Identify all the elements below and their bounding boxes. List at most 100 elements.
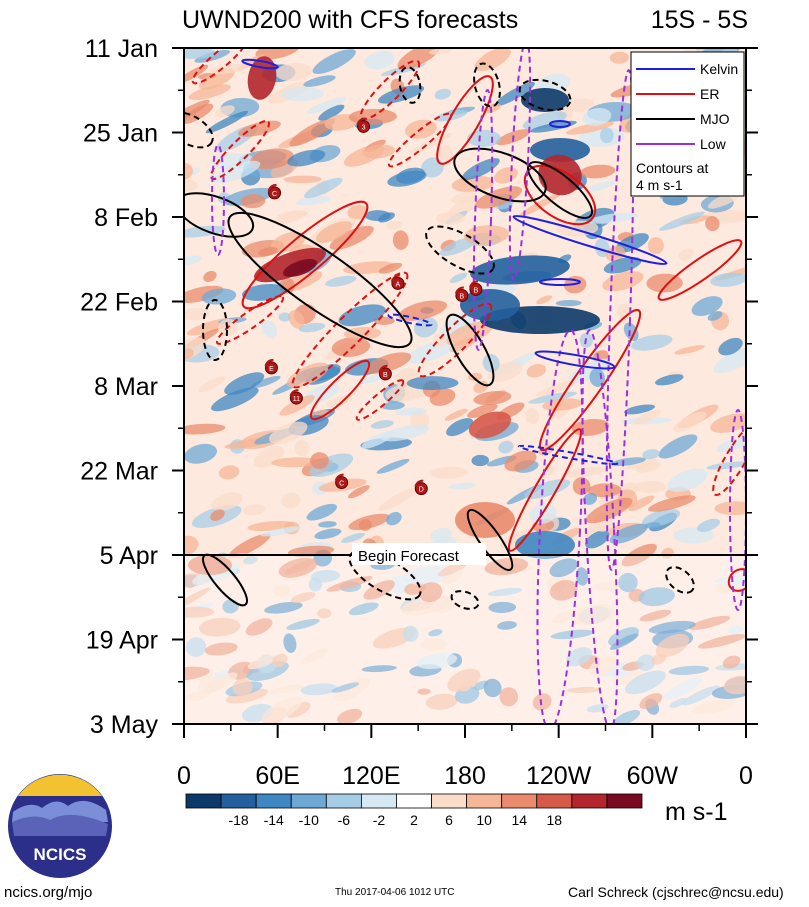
legend-label-er: ER	[700, 86, 719, 102]
anomaly-blob	[572, 477, 591, 496]
anomaly-blob	[444, 408, 468, 421]
anomaly-blob	[381, 401, 405, 410]
x-tick-label: 120W	[526, 762, 592, 790]
anomaly-blob	[525, 407, 540, 425]
anomaly-blob	[642, 449, 660, 460]
y-tick-label: 3 May	[90, 711, 159, 739]
cyclone-label: 11	[293, 396, 300, 403]
anomaly-blob	[413, 317, 438, 338]
anomaly-blob	[245, 618, 273, 636]
forecast-region	[184, 556, 746, 724]
colorbar-tick-label: 18	[547, 812, 563, 828]
anomaly-blob	[286, 618, 320, 631]
anomaly-blob	[317, 608, 332, 619]
anomaly-blob	[271, 653, 288, 668]
anomaly-blob	[575, 567, 589, 586]
anomaly-blob	[706, 461, 746, 470]
low-contour	[729, 409, 746, 611]
anomaly-blob	[370, 420, 394, 429]
anomaly-blob	[691, 296, 723, 317]
begin-forecast-label-bg	[352, 543, 486, 565]
anomaly-blob	[688, 615, 731, 630]
kelvin-contour	[387, 313, 433, 327]
anomaly-blob	[300, 683, 338, 696]
anomaly-blob	[237, 120, 281, 137]
anomaly-blob	[673, 411, 707, 433]
colorbar-swatch	[325, 793, 362, 809]
y-tick-label: 25 Jan	[83, 120, 158, 148]
anomaly-blob	[528, 391, 578, 404]
anomaly-blob	[428, 629, 443, 637]
er-contour	[215, 295, 285, 345]
anomaly-blob	[314, 528, 342, 540]
anomaly-blob	[626, 457, 657, 469]
anomaly-blob	[566, 686, 601, 694]
anomaly-blob	[396, 167, 426, 184]
colorbar-swatch	[220, 793, 257, 809]
anomaly-blob	[211, 492, 243, 511]
anomaly-blob	[483, 103, 501, 114]
kelvin-contour	[517, 444, 619, 466]
anomaly-blob	[241, 283, 286, 301]
anomaly-blob	[580, 164, 616, 179]
anomaly-blob	[228, 533, 271, 559]
er-contour	[657, 239, 743, 301]
cyclone-marker: B	[378, 364, 392, 381]
anomaly-blob	[582, 107, 612, 126]
anomaly-blob	[623, 322, 639, 342]
anomaly-blob	[309, 453, 354, 477]
anomaly-blob	[198, 376, 226, 393]
colorbar-unit: m s-1	[665, 798, 728, 826]
anomaly-blob	[583, 492, 598, 505]
anomaly-blob	[278, 312, 291, 322]
er-contour	[309, 359, 371, 421]
anomaly-blob	[636, 654, 656, 671]
anomaly-blob	[555, 299, 582, 307]
colorbar-swatch	[606, 793, 643, 809]
colorbar-swatch	[571, 793, 608, 809]
anomaly-blob	[718, 337, 743, 356]
colorbar-tick-label: 10	[476, 812, 492, 828]
anomaly-blob	[274, 210, 307, 225]
low-contour	[211, 144, 225, 256]
anomaly-blob	[287, 149, 326, 167]
legend-note-line2: 4 m s-1	[636, 177, 683, 193]
cyclone-label: C	[272, 191, 277, 198]
footer-url[interactable]: ncics.org/mjo	[4, 884, 93, 901]
anomaly-blob	[232, 678, 253, 697]
legend-note-line1: Contours at	[636, 160, 708, 176]
anomaly-blob	[494, 82, 536, 107]
anomaly-blob	[594, 238, 610, 258]
anomaly-blob	[681, 685, 720, 706]
anomaly-blob	[549, 580, 578, 601]
anomaly-blob	[551, 609, 580, 624]
anomaly-blob	[210, 509, 225, 521]
y-tick-label: 22 Feb	[80, 289, 158, 317]
er-contour	[241, 200, 369, 310]
strong-anomaly	[254, 247, 326, 283]
anomaly-blob	[532, 693, 552, 711]
strong-anomaly	[538, 154, 582, 196]
anomaly-blob	[697, 518, 721, 532]
anomaly-blob	[184, 423, 226, 435]
anomaly-blob	[329, 225, 374, 250]
anomaly-blob	[461, 158, 500, 181]
anomaly-blob	[633, 481, 667, 493]
begin-forecast-label: Begin Forecast	[358, 548, 460, 565]
anomaly-blob	[184, 64, 209, 83]
anomaly-blob	[402, 625, 419, 642]
anomaly-blob	[268, 421, 308, 444]
anomaly-blob	[499, 687, 519, 707]
colorbar-tick-label: 6	[445, 812, 453, 828]
colorbar-swatch	[255, 793, 292, 809]
anomaly-blob	[568, 358, 612, 383]
anomaly-blob	[674, 345, 705, 355]
anomaly-blob	[612, 709, 641, 724]
anomaly-blob	[318, 104, 345, 121]
anomaly-blob	[572, 603, 615, 626]
anomaly-blob	[467, 403, 498, 419]
anomaly-blob	[326, 576, 373, 592]
anomaly-blob	[668, 665, 710, 675]
anomaly-blob	[331, 337, 371, 357]
cyclone-label: B	[383, 372, 388, 379]
